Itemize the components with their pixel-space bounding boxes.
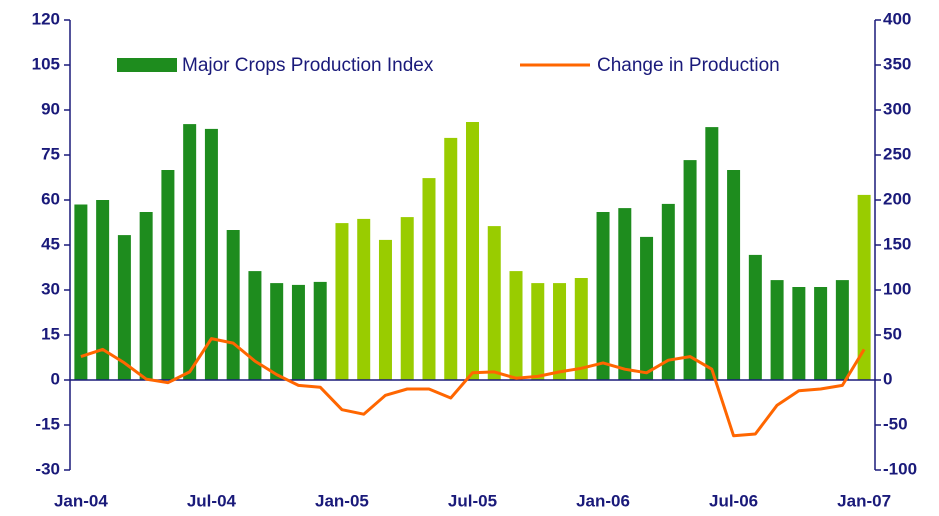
bar [705, 127, 719, 380]
line [80, 337, 866, 438]
y-tick-label: 15 [41, 324, 60, 343]
bar [139, 212, 153, 380]
bar [270, 283, 284, 380]
bar [422, 178, 436, 380]
bar [204, 128, 218, 380]
y-tick-label: 30 [41, 279, 60, 298]
y2-tick-label: 300 [883, 99, 911, 118]
y2-tick-label: -100 [883, 459, 917, 478]
y-tick-label: -30 [35, 459, 60, 478]
y2-tick-label: 250 [883, 144, 911, 163]
y2-tick-label: 350 [883, 54, 911, 73]
x-tick-label: Jul-06 [709, 491, 758, 510]
bar [117, 235, 131, 380]
bar [574, 278, 588, 380]
bar [74, 204, 88, 380]
bar [553, 283, 567, 380]
bar [727, 170, 741, 380]
y-tick-label: 90 [41, 99, 60, 118]
bar [770, 280, 784, 380]
y2-tick-label: 0 [883, 369, 892, 388]
x-tick-label: Jan-05 [315, 491, 369, 510]
y-tick-label: 60 [41, 189, 60, 208]
y2-tick-label: 100 [883, 279, 911, 298]
y2-tick-label: -50 [883, 414, 908, 433]
bar [335, 223, 349, 380]
y-tick-label: 105 [32, 54, 60, 73]
bar [226, 230, 240, 380]
bar [357, 218, 371, 380]
bar [248, 271, 262, 380]
x-tick-label: Jan-04 [54, 491, 108, 510]
bar [509, 271, 523, 380]
bar [596, 212, 610, 380]
bar [400, 217, 414, 380]
bar [291, 284, 305, 380]
bar [835, 280, 849, 380]
legend-swatch [117, 58, 177, 72]
bar [857, 194, 871, 380]
y2-tick-label: 150 [883, 234, 911, 253]
bar [531, 283, 545, 380]
legend-label: Change in Production [597, 55, 780, 76]
bar [640, 236, 654, 380]
y-tick-label: 120 [32, 9, 60, 28]
bar [683, 160, 697, 380]
bar [378, 239, 392, 380]
legend-label: Major Crops Production Index [182, 55, 434, 76]
bar [313, 281, 327, 380]
y-tick-label: 75 [41, 144, 60, 163]
y2-tick-label: 400 [883, 9, 911, 28]
bar [748, 254, 762, 380]
bar [661, 203, 675, 380]
x-tick-label: Jan-06 [576, 491, 630, 510]
y2-tick-label: 50 [883, 324, 902, 343]
bar [183, 124, 197, 380]
y2-tick-label: 200 [883, 189, 911, 208]
bar [466, 122, 479, 380]
bar [792, 287, 806, 380]
y-tick-label: -15 [35, 414, 60, 433]
y-tick-label: 45 [41, 234, 60, 253]
x-tick-label: Jul-04 [187, 491, 237, 510]
y-tick-label: 0 [51, 369, 60, 388]
bar [618, 208, 632, 380]
bar [96, 200, 110, 380]
bar [814, 287, 828, 380]
x-tick-label: Jul-05 [448, 491, 497, 510]
bar [161, 170, 175, 380]
bar [444, 137, 458, 380]
bar [487, 226, 501, 380]
x-tick-label: Jan-07 [837, 491, 891, 510]
